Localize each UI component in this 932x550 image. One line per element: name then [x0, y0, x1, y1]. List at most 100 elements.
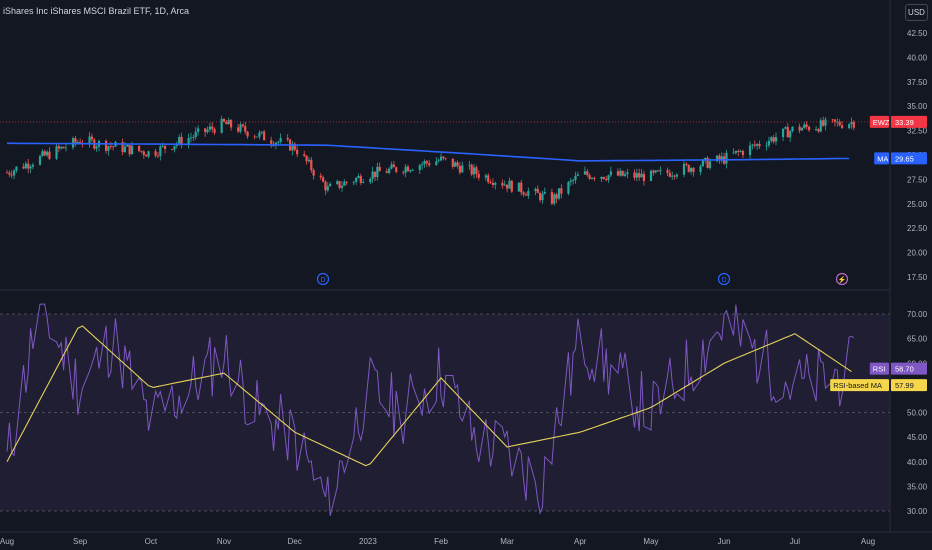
candle-body: [395, 167, 398, 172]
candle-body: [404, 166, 407, 173]
candle-body: [701, 159, 704, 167]
candle-body: [753, 144, 756, 146]
candle-body: [385, 171, 388, 173]
time-axis[interactable]: Aug Sep Oct Nov Dec 2023 Feb Mar Apr May Jun Jul Aug: [0, 537, 875, 546]
price-tick-label: 37.50: [907, 78, 928, 87]
candle-body: [154, 151, 157, 156]
candle-body: [355, 178, 358, 182]
candle-body: [378, 166, 381, 172]
candle-body: [770, 137, 773, 141]
candle-body: [852, 122, 855, 128]
candle-body: [468, 164, 471, 166]
time-tick-label: Jul: [790, 537, 800, 546]
candle-body: [649, 170, 653, 182]
candle-body: [286, 137, 289, 140]
candle-body: [470, 164, 473, 175]
time-tick-label: Mar: [500, 537, 514, 546]
split-marker-icon[interactable]: ⚡: [835, 272, 849, 286]
candle-body: [520, 182, 523, 193]
candle-body: [640, 173, 643, 178]
rsi-tick-label: 30.00: [907, 507, 928, 516]
tag-value: 29.65: [895, 154, 914, 163]
price-tick-label: 40.00: [907, 53, 928, 62]
candle-body: [62, 146, 65, 149]
candle-body: [659, 170, 662, 172]
candle-body: [156, 155, 160, 157]
candle-body: [253, 136, 256, 138]
candle-body: [293, 143, 296, 150]
candle-body: [29, 166, 32, 169]
candle-body: [517, 182, 520, 192]
candle-body: [291, 143, 294, 151]
rsi-axis[interactable]: 70.0065.0060.0055.0050.0045.0040.0035.00…: [907, 310, 928, 516]
time-tick-label: Dec: [288, 537, 302, 546]
candle-body: [654, 170, 657, 173]
candle-body: [31, 164, 35, 167]
currency-button[interactable]: USD: [905, 4, 928, 21]
candle-body: [803, 124, 806, 128]
candle-body: [699, 166, 702, 173]
ma-line: [7, 142, 850, 162]
svg-text:D: D: [721, 277, 726, 284]
dividend-marker-icon[interactable]: D: [316, 272, 330, 286]
candle-body: [819, 120, 822, 132]
tag-label: RSI-based MA: [833, 381, 882, 390]
candle-body: [343, 181, 346, 186]
candle-body: [550, 191, 554, 204]
candle-body: [255, 136, 259, 138]
candle-body: [607, 175, 610, 180]
tag-label: EWZ: [873, 118, 890, 127]
candle-body: [279, 137, 282, 142]
candle-body: [732, 152, 735, 154]
price-tick-label: 20.00: [907, 249, 928, 258]
candle-body: [10, 174, 13, 176]
candle-body: [576, 174, 579, 176]
candle-body: [239, 124, 242, 132]
candle-body: [392, 164, 395, 168]
candle-body: [74, 138, 77, 143]
candle-body: [689, 168, 693, 172]
candle-body: [340, 185, 344, 188]
candle-body: [421, 164, 424, 166]
candle-body: [90, 136, 94, 140]
candle-body: [411, 170, 414, 171]
candle-body: [229, 119, 233, 128]
candle-body: [145, 154, 148, 157]
rsi-tick-label: 65.00: [907, 335, 928, 344]
candle-body: [791, 126, 794, 132]
price-tick-label: 32.50: [907, 127, 928, 136]
candle-body: [38, 156, 42, 165]
candle-body: [767, 140, 771, 146]
candle-body: [491, 182, 495, 185]
candle-body: [338, 181, 341, 188]
svg-text:⚡: ⚡: [838, 275, 847, 284]
candle-body: [817, 129, 820, 132]
rsi-tick-label: 70.00: [907, 310, 928, 319]
candle-body: [121, 142, 124, 153]
candle-body: [55, 146, 58, 159]
candle-body: [107, 146, 110, 151]
candle-body: [621, 170, 624, 176]
rsi-ma-tag: RSI-based MA 57.99: [830, 379, 927, 392]
candle-body: [321, 177, 325, 182]
dividend-marker-icon[interactable]: D: [717, 272, 731, 286]
candle-body: [522, 192, 525, 195]
candle-body: [390, 164, 393, 169]
candle-body: [557, 188, 561, 199]
candle-body: [815, 129, 818, 131]
candle-body: [178, 136, 181, 144]
candle-body: [758, 144, 761, 147]
candle-body: [682, 163, 686, 175]
rsi-tick-label: 40.00: [907, 458, 928, 467]
candle-body: [706, 157, 709, 168]
rsi-band: [0, 313, 890, 512]
candle-body: [652, 170, 655, 173]
candle-body: [503, 184, 506, 186]
candle-body: [296, 149, 299, 155]
candle-body: [310, 159, 313, 171]
candle-body: [76, 141, 79, 143]
candle-body: [527, 190, 530, 196]
candle-body: [635, 173, 638, 178]
candle-body: [715, 155, 719, 162]
